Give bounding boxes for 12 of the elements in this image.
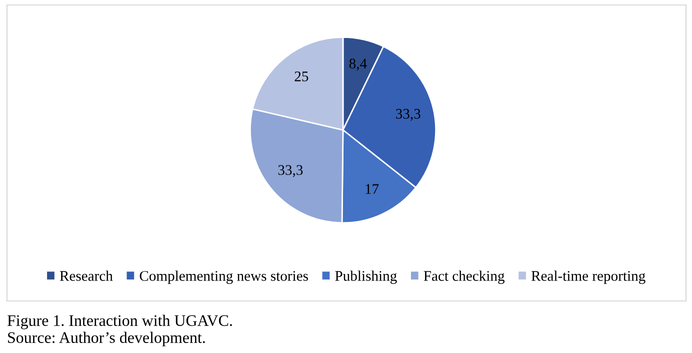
text: Figure 1. Interaction with UGAVC. [7,314,232,330]
legend-label: Research [60,270,113,281]
data-label: 33,3 [396,108,420,121]
legend-label: Real-time reporting [531,270,646,284]
data-label: 25 [294,72,308,82]
legend-label: Complementing news stories [140,270,308,284]
legend-label: Publishing [335,270,397,284]
data-label: 8,4 [349,58,367,71]
data-label: 33,3 [278,165,303,178]
data-label: 17 [366,184,379,194]
source-note: Source: Author’s development. [8,332,205,346]
legend-label: Fact checking [424,270,505,284]
